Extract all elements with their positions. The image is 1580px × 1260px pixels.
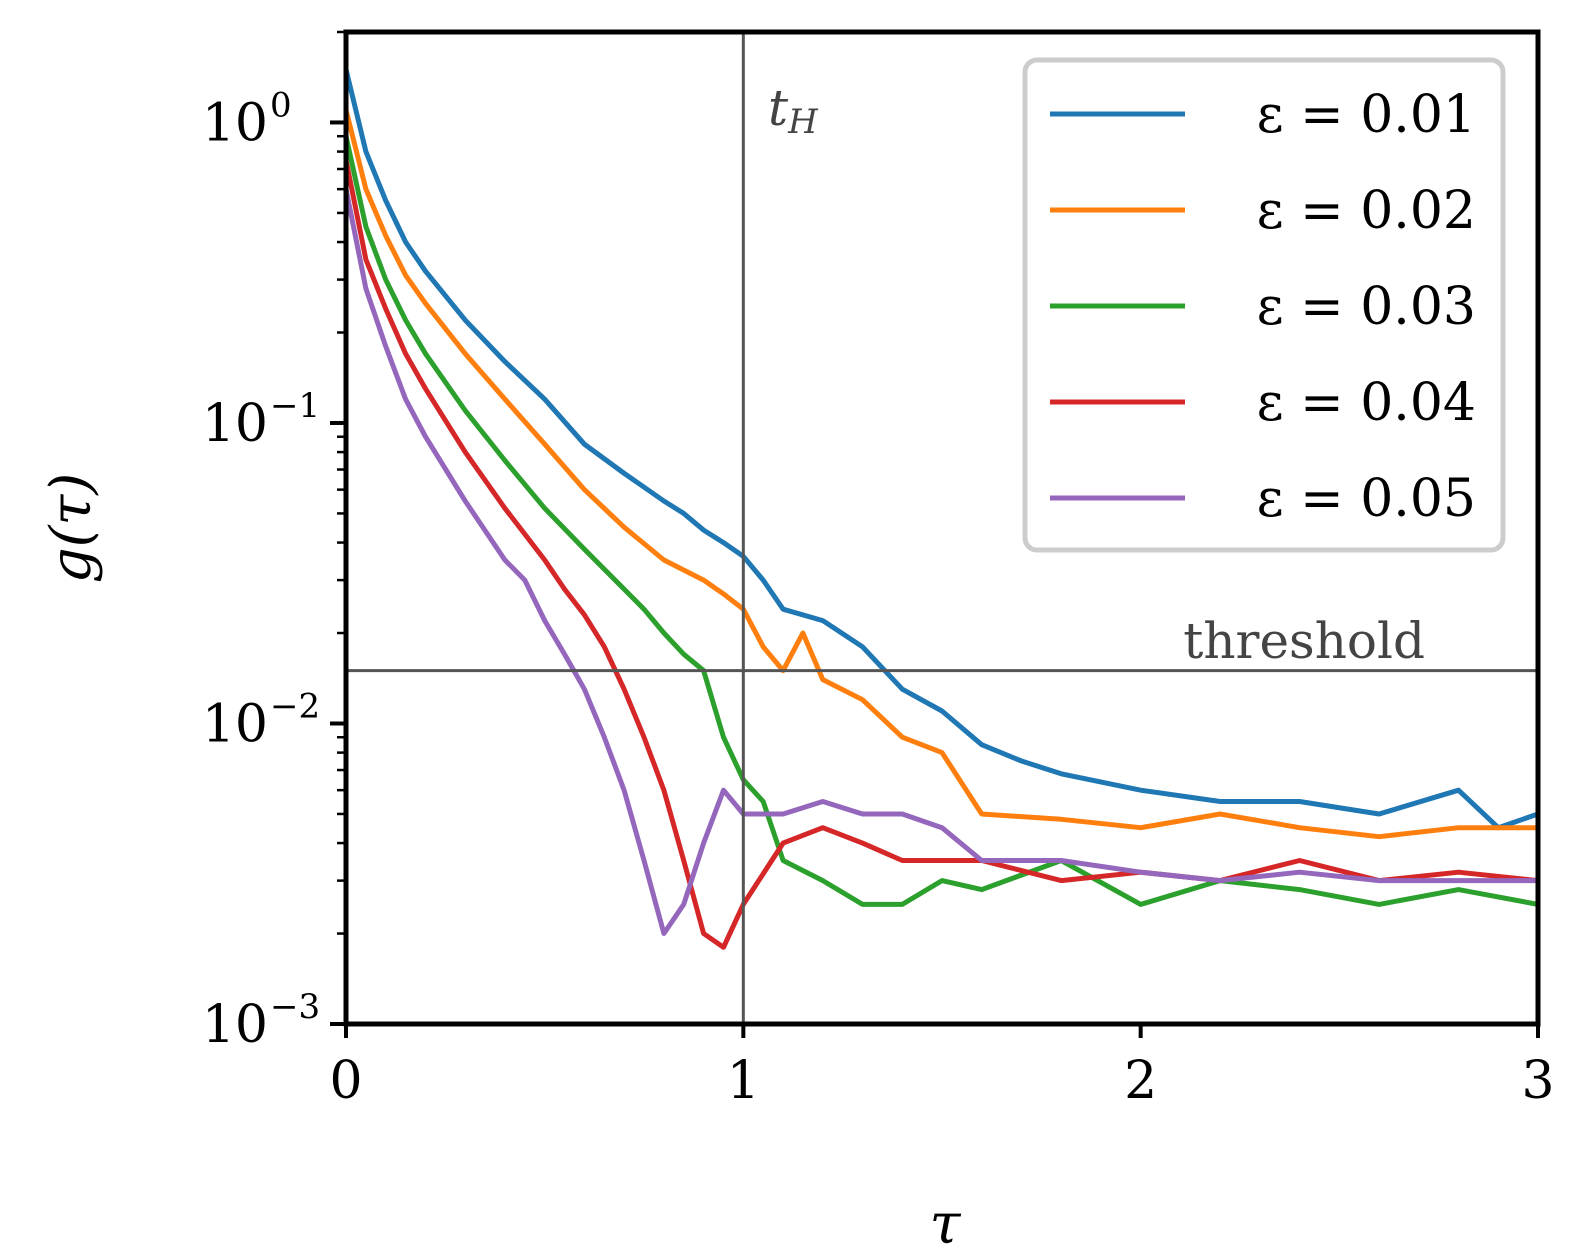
x-axis-label: τ	[930, 1192, 962, 1257]
legend-label-2: ε = 0.02	[1257, 181, 1476, 241]
x-tick-label-3: 3	[1521, 1051, 1554, 1111]
series-line-5	[346, 188, 1538, 936]
series-line-2	[346, 109, 1538, 840]
x-tick-label-2: 2	[1124, 1051, 1157, 1111]
legend-label-4: ε = 0.04	[1257, 373, 1476, 433]
y-tick-exponent-3: −3	[270, 987, 320, 1027]
vline-label-main: t	[768, 79, 789, 137]
series-group	[346, 68, 1538, 950]
y-tick-exponent-1: −1	[270, 386, 320, 426]
vline-label-sub: H	[787, 102, 819, 142]
y-tick-label-2: 10	[202, 694, 268, 754]
y-axis-label: g(τ)	[39, 473, 104, 584]
plot-frame	[343, 29, 1541, 1027]
y-tick-exponent-2: −2	[270, 686, 320, 726]
legend-label-1: ε = 0.01	[1257, 85, 1476, 145]
hline-label: threshold	[1183, 612, 1425, 670]
x-tick-label-0: 0	[329, 1051, 362, 1111]
legend-frame	[1022, 57, 1506, 553]
legend: ε = 0.01 ε = 0.02 ε = 0.03 ε = 0.04 ε = 0.05	[1022, 57, 1506, 553]
x-tick-label-1: 1	[727, 1051, 760, 1111]
y-tick-label-1: 10	[202, 394, 268, 454]
y-tick-label-0: 10	[202, 93, 268, 153]
series-line-3	[346, 135, 1538, 907]
vline-label: tH	[768, 79, 819, 142]
series-line-1	[346, 68, 1538, 831]
legend-label-3: ε = 0.03	[1257, 277, 1476, 337]
legend-label-5: ε = 0.05	[1257, 469, 1476, 529]
y-tick-label-3: 10	[202, 995, 268, 1055]
y-tick-exponent-0: 0	[270, 85, 292, 125]
